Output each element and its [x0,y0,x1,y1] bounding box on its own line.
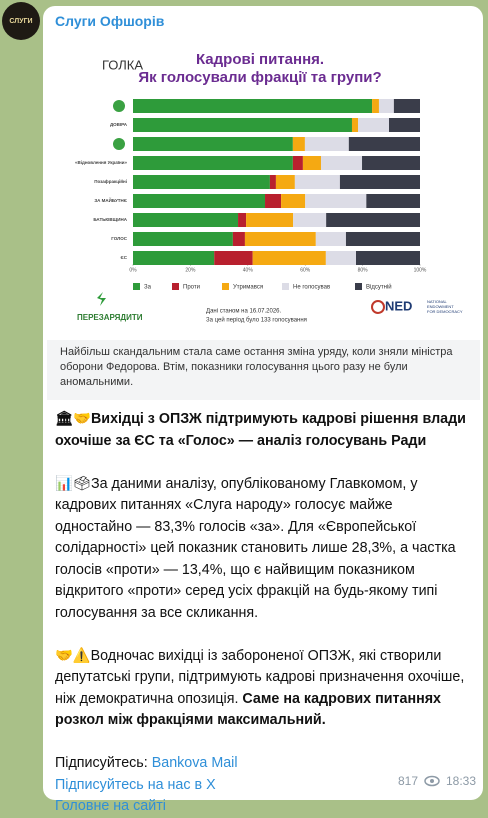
bar-segment [389,118,420,132]
bar-segment [214,251,253,265]
bar-segment [366,194,420,208]
chart-logo: ГОЛКА [102,57,143,72]
bar-segment [275,175,295,189]
bar-segment [294,175,340,189]
post-text: 🏛🤝Вихідці з ОПЗЖ підтримують кадрові ріш… [55,409,470,818]
bar-segment [244,232,316,246]
category-label: Позафракційні [94,178,127,184]
bar-segment [133,118,352,132]
legend-swatch [282,283,289,290]
bar-segment [232,232,245,246]
bar-segment [292,156,303,170]
bar-segment [348,137,420,151]
views-icon [424,775,440,787]
x-tick-label: 0% [129,267,137,273]
bar-segment [133,175,270,189]
bar-segment [305,194,367,208]
bar-segment [351,118,359,132]
legend-swatch [172,283,179,290]
x-tick-label: 100% [414,267,427,273]
text-run-bold: Саме на кадрових питаннях розкол між фра… [55,690,442,729]
bar-segment [133,99,373,113]
category-label: БАТЬКІВЩИНА [93,217,127,222]
bar-segment [378,99,394,113]
category-label: «Відновлення України» [75,160,128,165]
image-caption: Найбільш скандальним стала саме остання … [47,340,480,400]
link[interactable]: Підписуйтесь на нас в Х [55,776,216,793]
bar-segment [281,194,306,208]
bar-segment [133,156,293,170]
legend-label: Проти [183,285,200,291]
x-tick-label: 80% [358,267,369,273]
bar-segment [133,232,233,246]
sponsor-icon [371,300,385,314]
bar-segment [246,213,294,227]
footer-brand: ПЕРЕЗАРЯДИТИ [77,313,143,322]
legend-label: Утримався [233,285,263,291]
bar-segment [238,213,247,227]
bar-segment [326,213,420,227]
subscribe-label: Підписуйтесь: [55,755,148,771]
bar-segment [133,213,239,227]
category-label: ГОЛОС [111,236,128,241]
link[interactable]: Головне на сайті [55,798,166,814]
bar-segment [133,194,266,208]
brand-icon [97,292,106,306]
sponsor: NED [385,298,412,313]
category-label: ЗА МАЙБУТНЄ [94,196,127,203]
footer-note: Дані станом на 16.07.2026. [206,309,282,315]
channel-name[interactable]: Слуги Офшорів [55,13,165,29]
bar-segment [269,175,276,189]
legend-swatch [355,283,362,290]
legend-label: Не голосував [293,285,330,291]
link[interactable]: Bankova Mail [151,755,238,771]
post-heading: 🏛🤝Вихідці з ОПЗЖ підтримують кадрові ріш… [55,411,466,449]
channel-avatar[interactable]: СЛУГИ [2,2,40,40]
category-logo [113,100,125,112]
x-tick-label: 20% [185,267,196,273]
text-run: 🤝⚠️Водночас вихідці із забороненої ОПЗЖ,… [55,647,465,707]
bar-segment [358,118,390,132]
bar-segment [339,175,420,189]
legend-swatch [222,283,229,290]
bar-segment [133,251,215,265]
footer-note: За цей період було 133 голосування [206,317,307,324]
post-paragraph: 🤝⚠️Водночас вихідці із забороненої ОПЗЖ,… [55,646,470,732]
subscribe-line: Підписуйтесь: Bankova Mail [55,753,470,775]
bar-segment [362,156,420,170]
bar-segment [292,137,305,151]
x-tick-label: 60% [300,267,311,273]
chart: ГОЛКА Кадрові питання. Як голосували фра… [75,51,463,324]
category-logo [113,138,125,150]
post-image[interactable]: ГОЛКА Кадрові питання. Як голосували фра… [47,40,480,340]
bar-segment [355,251,420,265]
legend-swatch [133,283,140,290]
bar-segment [325,251,356,265]
bar-segment [133,137,293,151]
bar-segment [265,194,282,208]
sponsor-full: FOR DEMOCRACY [427,309,463,314]
category-label: ДОВІРА [110,122,128,127]
bar-segment [315,232,346,246]
bar-segment [393,99,420,113]
sponsor-full: ENDOWMENT [427,304,454,309]
bar-segment [345,232,420,246]
bar-segment [320,156,363,170]
post-paragraph: 📊🗳За даними аналізу, опублікованому Глав… [55,475,456,621]
bar-segment [293,213,327,227]
bar-segment [252,251,326,265]
bar-segment [304,137,349,151]
bar-segment [302,156,321,170]
legend-label: За [144,285,152,291]
legend-label: Відсутній [366,284,392,291]
bar-segment [372,99,379,113]
x-tick-label: 40% [243,267,254,273]
category-label: ЄС [121,255,128,260]
views: 817 [398,774,419,788]
chart-title: Кадрові питання. [196,51,324,68]
time: 18:33 [446,774,477,788]
sponsor-full: NATIONAL [427,299,447,304]
chart-subtitle: Як голосували фракції та групи? [138,69,381,86]
